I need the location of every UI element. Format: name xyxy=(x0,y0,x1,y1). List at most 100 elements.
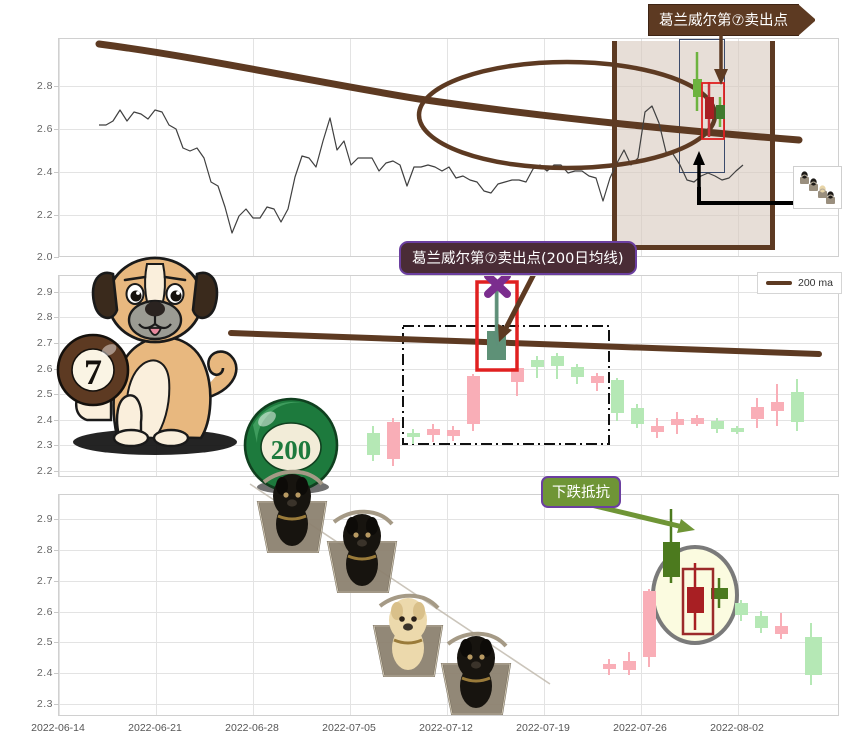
gridline-h xyxy=(59,704,838,705)
highlight-span-left-bracket xyxy=(612,41,617,250)
candle xyxy=(751,398,764,428)
ytick-bot: 2.6 xyxy=(36,606,53,618)
top-panel-plot xyxy=(59,39,838,256)
ytickmark xyxy=(54,471,59,472)
ytick-top: 2.4 xyxy=(36,166,53,178)
candle xyxy=(531,356,544,378)
bottom-candlestick-panel: 2.9 2.8 2.7 2.6 2.5 2.4 2.3 xyxy=(37,494,839,716)
gridline-v xyxy=(253,39,254,256)
xtick-label: 2022-06-14 xyxy=(31,722,85,734)
middle-panel-plot xyxy=(59,276,838,476)
xtick-label: 2022-07-12 xyxy=(419,722,473,734)
ma-legend[interactable]: 200 ma xyxy=(757,272,843,294)
candle-series xyxy=(367,286,804,466)
ytick-top: 2.6 xyxy=(36,123,53,135)
highlight-span-region xyxy=(615,41,773,250)
ball-7-number: 7 xyxy=(84,352,102,392)
candle xyxy=(603,659,616,675)
ball-200-number: 200 xyxy=(271,435,312,465)
gridline-h xyxy=(59,519,838,520)
gridline-h xyxy=(59,86,838,87)
gridline-h xyxy=(59,172,838,173)
basket-4 xyxy=(440,631,512,715)
ytickmark xyxy=(54,369,59,370)
candle xyxy=(447,426,460,441)
bottom-panel-svg xyxy=(561,495,822,685)
gridline-h xyxy=(59,612,838,613)
gridline-h xyxy=(59,471,838,472)
ytickmark xyxy=(54,581,59,582)
gridline-v xyxy=(544,495,545,715)
gridline-v xyxy=(350,276,351,476)
gridline-v xyxy=(156,39,157,256)
sell-point-banner: 葛兰威尔第⑦卖出点 xyxy=(648,4,815,36)
ytickmark xyxy=(54,129,59,130)
ytick-bot: 2.7 xyxy=(36,575,53,587)
ytick-bot: 2.5 xyxy=(36,636,53,648)
downtrend-resistance-label: 下跌抵抗 xyxy=(552,485,610,501)
ytickmark xyxy=(54,343,59,344)
candle xyxy=(805,623,822,685)
puppies-in-baskets-descending xyxy=(249,469,551,715)
downtrend-resistance-badge: 下跌抵抗 xyxy=(541,476,621,508)
ytickmark xyxy=(54,519,59,520)
candle xyxy=(407,429,420,444)
gridline-h xyxy=(59,215,838,216)
candle xyxy=(731,426,744,434)
ytick-bot: 2.3 xyxy=(36,698,53,710)
ytickmark xyxy=(54,550,59,551)
candle xyxy=(367,426,380,461)
candle xyxy=(791,379,804,431)
candle xyxy=(735,600,748,621)
ytickmark xyxy=(54,612,59,613)
ytickmark xyxy=(54,420,59,421)
gridline-h xyxy=(59,129,838,130)
ytick-top: 2.2 xyxy=(36,209,53,221)
inset-puppies-svg xyxy=(800,171,835,204)
candle xyxy=(387,418,400,466)
ytickmark xyxy=(54,394,59,395)
xtick-label: 2022-06-21 xyxy=(128,722,182,734)
candle xyxy=(691,415,704,426)
thumbnail-puppies-inset[interactable] xyxy=(793,166,842,209)
signal-arrow-brown xyxy=(502,276,536,332)
gridline-h xyxy=(59,292,838,293)
ytickmark xyxy=(54,257,59,258)
gridline-h xyxy=(59,317,838,318)
ytickmark xyxy=(54,317,59,318)
ytick-mid: 2.7 xyxy=(36,337,53,349)
gridline-v xyxy=(350,495,351,715)
ytickmark xyxy=(54,292,59,293)
ytickmark xyxy=(54,673,59,674)
gridline-v xyxy=(544,39,545,256)
candle-dark xyxy=(711,578,728,608)
xtick-label: 2022-06-28 xyxy=(225,722,279,734)
gridline-v xyxy=(447,276,448,476)
candle xyxy=(771,384,784,426)
sell-point-200ma-badge: 葛兰威尔第⑦卖出点(200日均线) xyxy=(399,241,637,275)
ytick-top: 2.8 xyxy=(36,80,53,92)
candle xyxy=(571,364,584,384)
gridline-h xyxy=(59,420,838,421)
ma-legend-swatch xyxy=(766,281,792,285)
candle xyxy=(623,652,636,675)
ma-line-path xyxy=(95,40,803,144)
gridline-v xyxy=(641,276,642,476)
ytick-bot: 2.8 xyxy=(36,544,53,556)
candle-series xyxy=(603,509,822,685)
gridline-v xyxy=(59,39,60,256)
signal-arrow-brown-head xyxy=(498,324,512,342)
ytickmark xyxy=(54,172,59,173)
sell-zone-ellipse xyxy=(416,59,718,171)
gridline-v xyxy=(156,495,157,715)
candle xyxy=(551,353,564,379)
ytickmark xyxy=(54,86,59,87)
top-panel-svg xyxy=(95,40,812,234)
gridline-h xyxy=(59,581,838,582)
candle xyxy=(611,378,624,421)
ytickmark xyxy=(54,215,59,216)
ytick-mid: 2.6 xyxy=(36,363,53,375)
top-price-panel: 2.8 2.6 2.4 2.2 2.0 xyxy=(37,38,839,263)
highlight-span-bottom-bracket xyxy=(612,245,775,250)
ytick-mid: 2.2 xyxy=(36,465,53,477)
